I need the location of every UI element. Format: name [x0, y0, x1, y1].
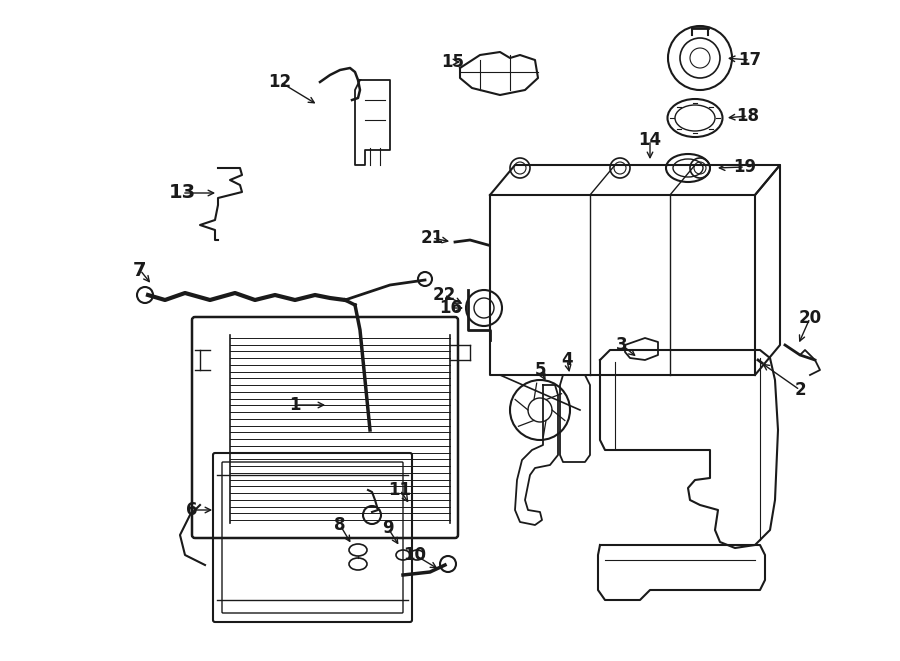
Text: 11: 11	[389, 481, 411, 499]
Circle shape	[610, 158, 630, 178]
Text: 7: 7	[133, 260, 147, 280]
Text: 9: 9	[382, 519, 394, 537]
Text: 1: 1	[289, 396, 301, 414]
Text: 10: 10	[403, 546, 427, 564]
Text: 2: 2	[794, 381, 806, 399]
Text: 5: 5	[535, 361, 545, 379]
Text: 12: 12	[268, 73, 292, 91]
Circle shape	[690, 158, 710, 178]
Text: 18: 18	[736, 107, 760, 125]
Text: 4: 4	[562, 351, 572, 369]
Text: 6: 6	[186, 501, 198, 519]
Text: 8: 8	[334, 516, 346, 534]
Text: 22: 22	[432, 286, 455, 304]
Text: 16: 16	[439, 299, 463, 317]
Text: 21: 21	[420, 229, 444, 247]
Text: 13: 13	[168, 184, 195, 202]
Text: 3: 3	[616, 336, 628, 354]
Circle shape	[510, 158, 530, 178]
Text: 15: 15	[442, 53, 464, 71]
Circle shape	[668, 26, 732, 90]
Text: 17: 17	[738, 51, 761, 69]
Text: 14: 14	[638, 131, 662, 149]
Text: 19: 19	[734, 158, 757, 176]
Text: 20: 20	[798, 309, 822, 327]
